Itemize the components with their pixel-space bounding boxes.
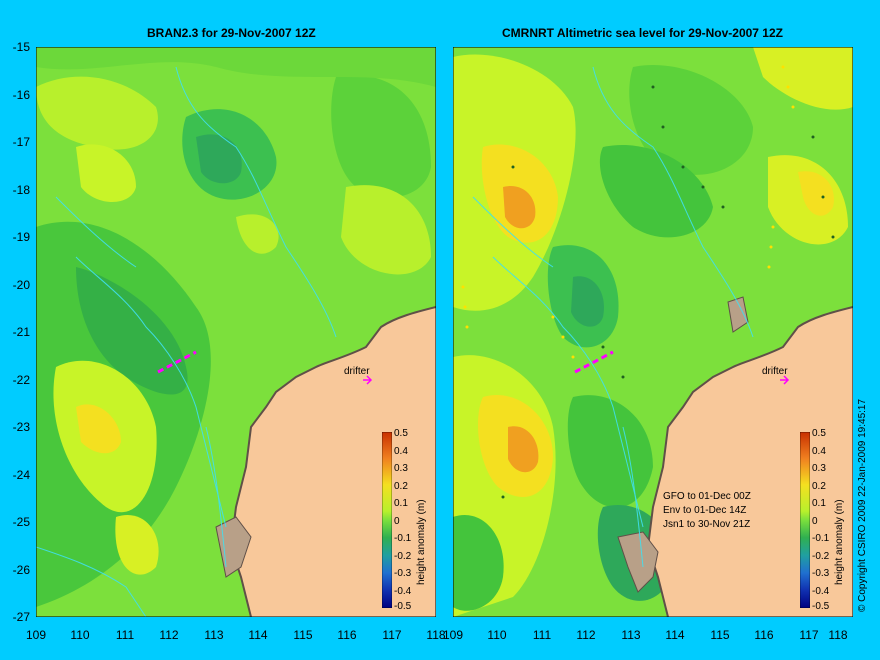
x-tick: 116 <box>754 628 774 642</box>
colorbar-tick: 0.3 <box>394 463 408 474</box>
x-tick: 112 <box>576 628 596 642</box>
colorbar-title-right: height anomaly (m) <box>834 499 845 585</box>
x-tick: 111 <box>532 628 552 642</box>
x-tick: 110 <box>487 628 507 642</box>
satellite-notes: GFO to 01-Dec 00Z Env to 01-Dec 14Z Jsn1… <box>663 490 751 532</box>
copyright-credit: © Copyright CSIRO 2009 22-Jan-2009 19:45… <box>857 398 868 612</box>
drifter-label-left: drifter <box>344 366 370 377</box>
colorbar-tick: -0.2 <box>812 551 830 562</box>
colorbar-right <box>800 432 810 608</box>
y-tick: -21 <box>12 325 30 339</box>
x-tick: 115 <box>710 628 730 642</box>
x-tick: 109 <box>25 628 47 642</box>
x-tick: 114 <box>248 628 268 642</box>
x-tick: 113 <box>204 628 224 642</box>
satellite-note: Env to 01-Dec 14Z <box>663 505 747 516</box>
y-tick: -17 <box>12 135 30 149</box>
x-tick: 114 <box>665 628 685 642</box>
colorbar-tick: -0.1 <box>394 533 412 544</box>
right-map <box>453 47 853 617</box>
y-tick: -26 <box>12 563 30 577</box>
colorbar-tick: -0.3 <box>394 568 412 579</box>
colorbar-tick: 0 <box>812 516 818 527</box>
y-tick: -20 <box>12 278 30 292</box>
colorbar-tick: 0.4 <box>394 446 408 457</box>
colorbar-tick: 0.1 <box>812 498 826 509</box>
y-tick: -15 <box>12 40 30 54</box>
colorbar-tick: -0.2 <box>394 551 412 562</box>
x-tick: 109 <box>442 628 464 642</box>
colorbar-tick: 0.3 <box>812 463 826 474</box>
colorbar-left <box>382 432 392 608</box>
colorbar-title-left: height anomaly (m) <box>416 499 427 585</box>
y-tick: -23 <box>12 420 30 434</box>
y-tick: -22 <box>12 373 30 387</box>
y-tick: -24 <box>12 468 30 482</box>
colorbar-tick: 0.4 <box>812 446 826 457</box>
right-panel-title: CMRNRT Altimetric sea level for 29-Nov-2… <box>502 26 783 40</box>
x-tick: 117 <box>382 628 402 642</box>
x-tick: 118 <box>828 628 848 642</box>
left-panel-title: BRAN2.3 for 29-Nov-2007 12Z <box>147 26 316 40</box>
colorbar-tick: 0.5 <box>812 428 826 439</box>
colorbar-tick: -0.5 <box>394 601 412 612</box>
colorbar-tick: -0.3 <box>812 568 830 579</box>
x-tick: 115 <box>293 628 313 642</box>
colorbar-tick: 0.1 <box>394 498 408 509</box>
satellite-note: Jsn1 to 30-Nov 21Z <box>663 519 751 530</box>
x-tick: 111 <box>115 628 135 642</box>
colorbar-tick: 0.5 <box>394 428 408 439</box>
x-tick: 118 <box>426 628 446 642</box>
y-tick: -25 <box>12 515 30 529</box>
x-tick: 116 <box>337 628 357 642</box>
y-tick: -19 <box>12 230 30 244</box>
colorbar-tick: 0 <box>394 516 400 527</box>
colorbar-tick: -0.5 <box>812 601 830 612</box>
colorbar-tick: 0.2 <box>394 481 408 492</box>
x-tick: 110 <box>70 628 90 642</box>
x-tick: 112 <box>159 628 179 642</box>
drifter-label-right: drifter <box>762 366 788 377</box>
colorbar-tick: 0.2 <box>812 481 826 492</box>
y-tick: -16 <box>12 88 30 102</box>
satellite-note: GFO to 01-Dec 00Z <box>663 491 751 502</box>
colorbar-tick: -0.4 <box>394 586 412 597</box>
left-map <box>36 47 436 617</box>
x-tick: 113 <box>621 628 641 642</box>
y-tick: -27 <box>12 610 30 624</box>
y-tick: -18 <box>12 183 30 197</box>
colorbar-tick: -0.1 <box>812 533 830 544</box>
x-tick: 117 <box>799 628 819 642</box>
colorbar-tick: -0.4 <box>812 586 830 597</box>
